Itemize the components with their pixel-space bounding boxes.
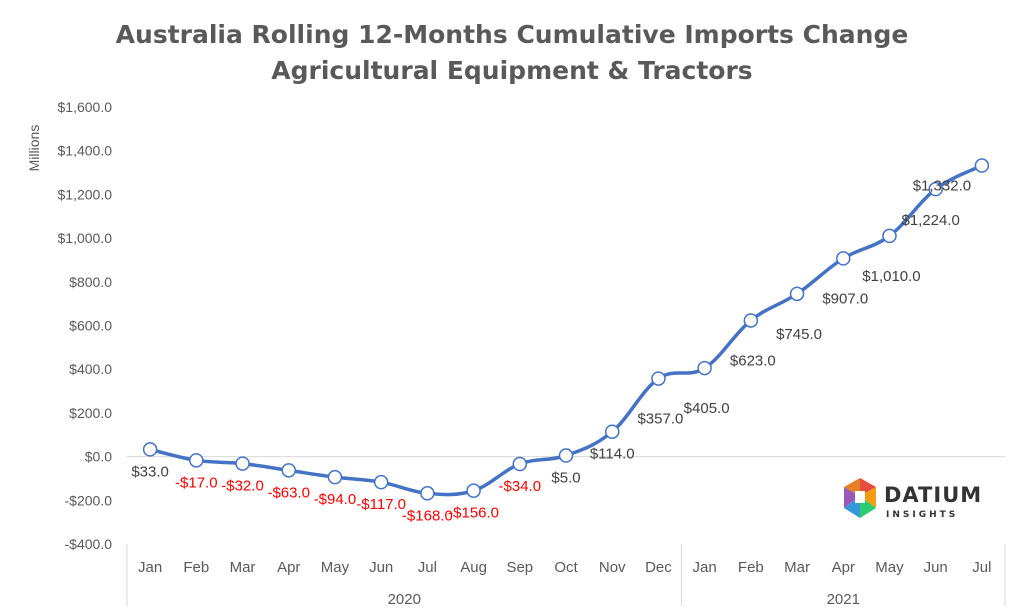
data-label: $357.0 (637, 411, 683, 428)
y-tick-label: $1,600.0 (58, 99, 113, 115)
datium-logo-mark (844, 478, 876, 518)
data-label: -$117.0 (356, 496, 406, 513)
x-tick-label: Apr (832, 559, 855, 576)
year-label: 2020 (388, 591, 421, 608)
data-markers (142, 158, 990, 501)
y-tick-label: $600.0 (69, 318, 112, 334)
year-label: 2021 (827, 591, 860, 608)
x-tick-label: Jul (972, 559, 991, 576)
data-point (558, 448, 574, 463)
data-point (697, 360, 712, 376)
series-line (148, 163, 984, 497)
y-tick-label: $1,200.0 (58, 186, 113, 202)
x-tick-label: Mar (230, 559, 256, 576)
y-tick-label: $200.0 (69, 405, 112, 421)
x-tick-label: Apr (277, 559, 300, 576)
data-point (420, 486, 435, 501)
data-point (142, 442, 158, 457)
y-tick-label: $800.0 (69, 274, 112, 290)
x-tick-label: Jul (418, 559, 437, 576)
x-tick-label: Jan (138, 559, 162, 576)
data-point (789, 286, 805, 302)
y-axis: -$400.0 -$200.0 $0.0 $200.0 $400.0 $600.0 $800… (58, 99, 113, 552)
data-point (512, 456, 528, 472)
data-label: -$94.0 (314, 491, 357, 508)
x-tick-label: Sep (506, 559, 533, 576)
data-label: -$63.0 (267, 484, 310, 501)
data-point (743, 313, 759, 328)
data-label: -$168.0 (402, 507, 453, 524)
y-tick-label: -$400.0 (65, 536, 113, 552)
x-tick-label: Feb (183, 559, 209, 576)
x-tick-label: Mar (784, 559, 810, 576)
x-tick-label: May (321, 559, 350, 576)
data-label: -$156.0 (448, 505, 499, 522)
logo-tagline: INSIGHTS (886, 510, 958, 520)
logo-name: DATIUM (884, 483, 982, 507)
x-tick-label: Oct (554, 559, 578, 576)
y-tick-label: $1,400.0 (58, 143, 113, 159)
data-point (651, 371, 666, 386)
data-point (836, 251, 851, 266)
x-tick-label: Dec (645, 559, 672, 576)
chart-title: Australia Rolling 12-Months Cumulative I… (116, 20, 909, 49)
data-label: $1,010.0 (862, 268, 920, 285)
chart-subtitle: Agricultural Equipment & Tractors (271, 56, 752, 85)
data-label: $745.0 (776, 326, 822, 343)
y-tick-label: $400.0 (69, 361, 112, 377)
data-point (327, 469, 343, 485)
x-tick-label: Jun (924, 559, 948, 576)
y-tick-label: $1,000.0 (58, 230, 113, 246)
data-label: -$17.0 (175, 474, 218, 491)
data-label: $405.0 (684, 400, 730, 417)
data-point (974, 158, 990, 173)
x-tick-label: Jan (693, 559, 717, 576)
data-label: $1,224.0 (901, 212, 959, 229)
data-point (604, 424, 620, 439)
datium-logo: DATIUM INSIGHTS (844, 478, 982, 520)
data-label: $1,332.0 (913, 178, 971, 195)
x-tick-label: Jun (369, 559, 393, 576)
data-point (373, 474, 389, 490)
data-label: $907.0 (822, 290, 868, 307)
data-point (928, 181, 943, 197)
x-tick-label: Feb (738, 559, 764, 576)
x-tick-label: May (875, 559, 904, 576)
data-point (466, 483, 481, 498)
data-label: -$32.0 (221, 478, 264, 495)
data-label: $623.0 (730, 352, 776, 369)
data-point (882, 228, 897, 244)
x-tick-label: Nov (599, 559, 626, 576)
data-label: -$34.0 (499, 478, 542, 495)
y-tick-label: $0.0 (85, 449, 112, 465)
data-label: $114.0 (590, 446, 635, 463)
data-labels: $33.0 -$17.0 -$32.0 -$63.0 -$94.0 -$117.0-$16… (131, 178, 971, 525)
data-label: $33.0 (131, 463, 169, 480)
y-axis-label: Millions (26, 125, 42, 172)
x-axis: Jan Feb Mar Apr May Jun Jul Aug Sep Oct Nov Dec Jan F… (126, 456, 1006, 608)
y-tick-label: -$200.0 (65, 492, 113, 508)
data-point (281, 463, 296, 478)
data-label: $5.0 (551, 470, 580, 487)
x-tick-label: Aug (460, 559, 487, 576)
data-point (189, 453, 204, 468)
data-point (235, 456, 250, 471)
